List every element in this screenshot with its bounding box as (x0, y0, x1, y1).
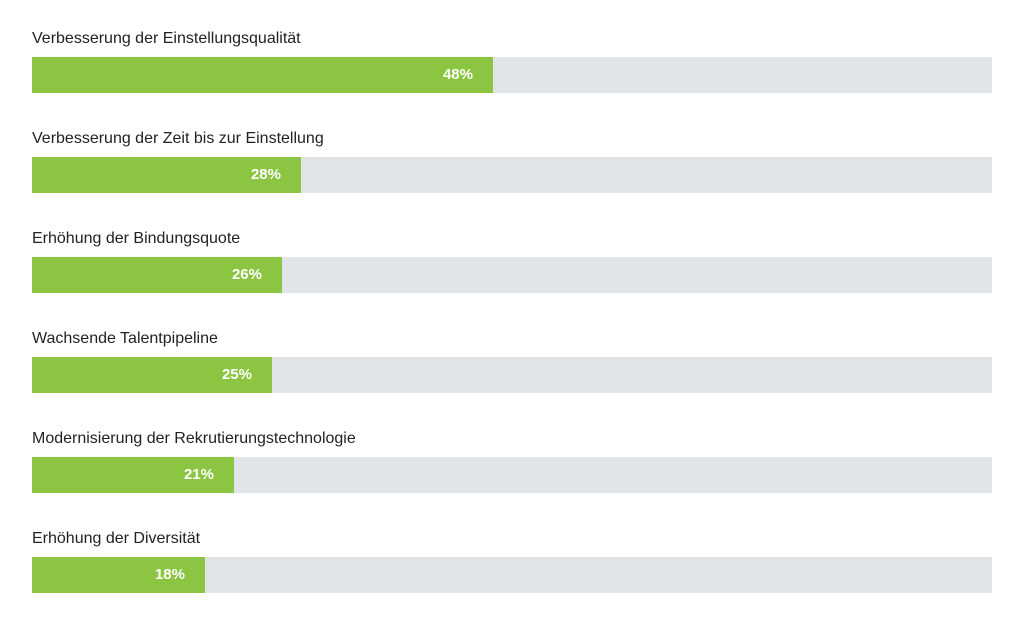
value-label: 18% (154, 566, 185, 583)
value-label: 28% (250, 166, 281, 183)
category-label: Erhöhung der Diversität (32, 530, 201, 547)
category-label: Erhöhung der Bindungsquote (32, 230, 241, 247)
progress-bar-chart: Verbesserung der Einstellungsqualität 48%… (32, 28, 992, 628)
bar-track: 25% (32, 357, 992, 393)
bar-track: 48% (32, 57, 992, 93)
value-label: 26% (231, 266, 262, 283)
category-label: Verbesserung der Zeit bis zur Einstellun… (32, 130, 324, 147)
bar-fill: 26% (32, 257, 282, 293)
bar-row-wachsende-talentpipeline: Wachsende Talentpipeline 25% (32, 328, 992, 428)
bar-track: 28% (32, 157, 992, 193)
bar-fill: 28% (32, 157, 301, 193)
bar-row-modernisierung-der-rekrutierungstechnologie: Modernisierung der Rekrutierungstechnolo… (32, 428, 992, 528)
bar-row-erhoehung-der-bindungsquote: Erhöhung der Bindungsquote 26% (32, 228, 992, 328)
value-label: 48% (442, 66, 473, 83)
category-label: Modernisierung der Rekrutierungstechnolo… (32, 430, 356, 447)
value-label: 21% (183, 466, 214, 483)
category-label: Verbesserung der Einstellungsqualität (32, 30, 301, 47)
bar-fill: 48% (32, 57, 493, 93)
value-label: 25% (221, 366, 252, 383)
bar-row-verbesserung-der-einstellungsqualitaet: Verbesserung der Einstellungsqualität 48% (32, 28, 992, 128)
bar-track: 21% (32, 457, 992, 493)
bar-row-verbesserung-der-zeit-bis-zur-einstellung: Verbesserung der Zeit bis zur Einstellun… (32, 128, 992, 228)
bar-track: 18% (32, 557, 992, 593)
bar-row-erhoehung-der-diversitaet: Erhöhung der Diversität 18% (32, 528, 992, 628)
bar-fill: 18% (32, 557, 205, 593)
category-label: Wachsende Talentpipeline (32, 330, 218, 347)
bar-track: 26% (32, 257, 992, 293)
bar-fill: 21% (32, 457, 234, 493)
bar-fill: 25% (32, 357, 272, 393)
